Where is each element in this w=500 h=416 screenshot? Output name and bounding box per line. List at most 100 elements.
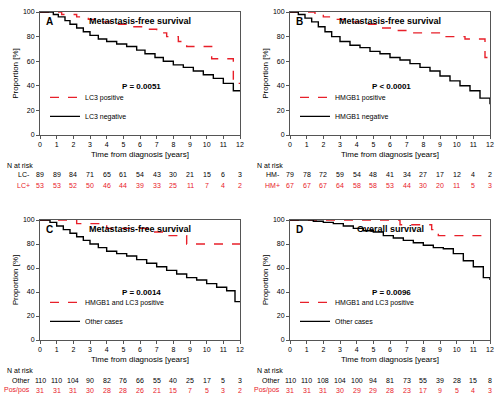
svg-text:LC+: LC+: [17, 182, 30, 189]
svg-text:40: 40: [169, 377, 177, 384]
svg-text:0: 0: [38, 141, 42, 148]
svg-text:81: 81: [386, 377, 394, 384]
svg-text:P = 0.0014: P = 0.0014: [122, 288, 161, 297]
svg-text:64: 64: [336, 182, 344, 189]
svg-text:Metastasis-free survival: Metastasis-free survival: [89, 16, 191, 26]
svg-text:40: 40: [277, 288, 285, 295]
svg-text:60: 60: [277, 58, 285, 65]
svg-text:0: 0: [38, 346, 42, 353]
svg-text:20: 20: [277, 107, 285, 114]
svg-text:5: 5: [371, 346, 375, 353]
svg-text:9: 9: [438, 141, 442, 148]
svg-text:40: 40: [27, 288, 35, 295]
svg-text:11: 11: [220, 346, 227, 353]
svg-text:100: 100: [273, 216, 285, 223]
svg-text:80: 80: [27, 240, 35, 247]
svg-text:8: 8: [421, 141, 425, 148]
svg-text:30: 30: [419, 182, 427, 189]
svg-text:4: 4: [105, 346, 109, 353]
svg-text:HM-: HM-: [266, 171, 280, 178]
svg-text:27: 27: [419, 171, 427, 178]
svg-text:11: 11: [470, 346, 477, 353]
svg-text:53: 53: [386, 182, 394, 189]
svg-text:5: 5: [221, 377, 225, 384]
svg-text:3: 3: [88, 141, 92, 148]
svg-text:2: 2: [238, 182, 242, 189]
svg-text:104: 104: [67, 377, 79, 384]
svg-text:3: 3: [238, 171, 242, 178]
svg-text:39: 39: [136, 182, 144, 189]
svg-text:3: 3: [488, 182, 492, 189]
svg-text:Other: Other: [12, 377, 30, 384]
svg-text:6: 6: [388, 141, 392, 148]
svg-text:54: 54: [353, 171, 361, 178]
svg-text:41: 41: [386, 171, 394, 178]
svg-text:Proportion [%]: Proportion [%]: [11, 255, 20, 306]
svg-text:2: 2: [488, 171, 492, 178]
svg-text:59: 59: [336, 171, 344, 178]
svg-text:100: 100: [273, 8, 285, 15]
svg-text:Metastasis-free survival: Metastasis-free survival: [339, 16, 441, 26]
svg-text:2: 2: [238, 387, 242, 394]
svg-text:17: 17: [203, 377, 211, 384]
svg-text:20: 20: [27, 107, 35, 114]
svg-text:52: 52: [69, 182, 77, 189]
svg-text:8: 8: [171, 346, 175, 353]
svg-text:LC3 positive: LC3 positive: [85, 94, 124, 102]
svg-text:2: 2: [321, 141, 325, 148]
svg-text:21: 21: [186, 171, 194, 178]
svg-text:3: 3: [221, 387, 225, 394]
svg-text:90: 90: [86, 377, 94, 384]
svg-text:P = 0.0096: P = 0.0096: [372, 288, 411, 297]
svg-text:LC-: LC-: [18, 171, 30, 178]
svg-text:1: 1: [55, 141, 59, 148]
svg-text:B: B: [296, 16, 303, 27]
svg-text:3: 3: [338, 346, 342, 353]
svg-text:60: 60: [27, 58, 35, 65]
svg-text:8: 8: [171, 141, 175, 148]
svg-text:110: 110: [51, 377, 62, 384]
svg-text:A: A: [46, 16, 53, 27]
svg-text:8: 8: [488, 377, 492, 384]
svg-text:15: 15: [469, 377, 477, 384]
svg-text:17: 17: [419, 387, 427, 394]
svg-text:28: 28: [453, 377, 461, 384]
svg-text:12: 12: [486, 141, 494, 148]
svg-text:Proportion [%]: Proportion [%]: [261, 48, 270, 99]
svg-text:1: 1: [305, 346, 309, 353]
svg-text:12: 12: [236, 141, 244, 148]
svg-text:D: D: [296, 224, 303, 235]
svg-text:11: 11: [453, 182, 460, 189]
svg-text:40: 40: [27, 82, 35, 89]
svg-text:39: 39: [436, 377, 444, 384]
svg-text:5: 5: [205, 387, 209, 394]
svg-text:10: 10: [203, 141, 211, 148]
svg-text:67: 67: [286, 182, 294, 189]
svg-text:30: 30: [86, 387, 94, 394]
svg-text:2: 2: [71, 346, 75, 353]
svg-text:61: 61: [119, 171, 127, 178]
svg-text:Time from diagnosis [years]: Time from diagnosis [years]: [91, 150, 189, 159]
svg-text:29: 29: [369, 387, 377, 394]
svg-text:6: 6: [138, 346, 142, 353]
svg-text:3: 3: [338, 141, 342, 148]
svg-text:25: 25: [186, 377, 194, 384]
svg-text:60: 60: [277, 264, 285, 271]
svg-text:Pos/pos: Pos/pos: [4, 386, 30, 394]
svg-text:110: 110: [35, 377, 46, 384]
svg-text:80: 80: [277, 33, 285, 40]
svg-text:C: C: [46, 224, 53, 235]
svg-text:4: 4: [105, 141, 109, 148]
svg-text:46: 46: [103, 182, 111, 189]
svg-text:P = 0.0051: P = 0.0051: [122, 82, 161, 91]
svg-text:4: 4: [471, 171, 475, 178]
svg-text:53: 53: [53, 182, 61, 189]
svg-text:2: 2: [321, 346, 325, 353]
svg-text:7: 7: [205, 182, 209, 189]
svg-text:0: 0: [288, 141, 292, 148]
svg-text:Other cases: Other cases: [85, 318, 123, 325]
svg-text:3: 3: [488, 387, 492, 394]
svg-text:31: 31: [53, 387, 61, 394]
svg-text:82: 82: [103, 377, 111, 384]
svg-text:33: 33: [153, 182, 161, 189]
